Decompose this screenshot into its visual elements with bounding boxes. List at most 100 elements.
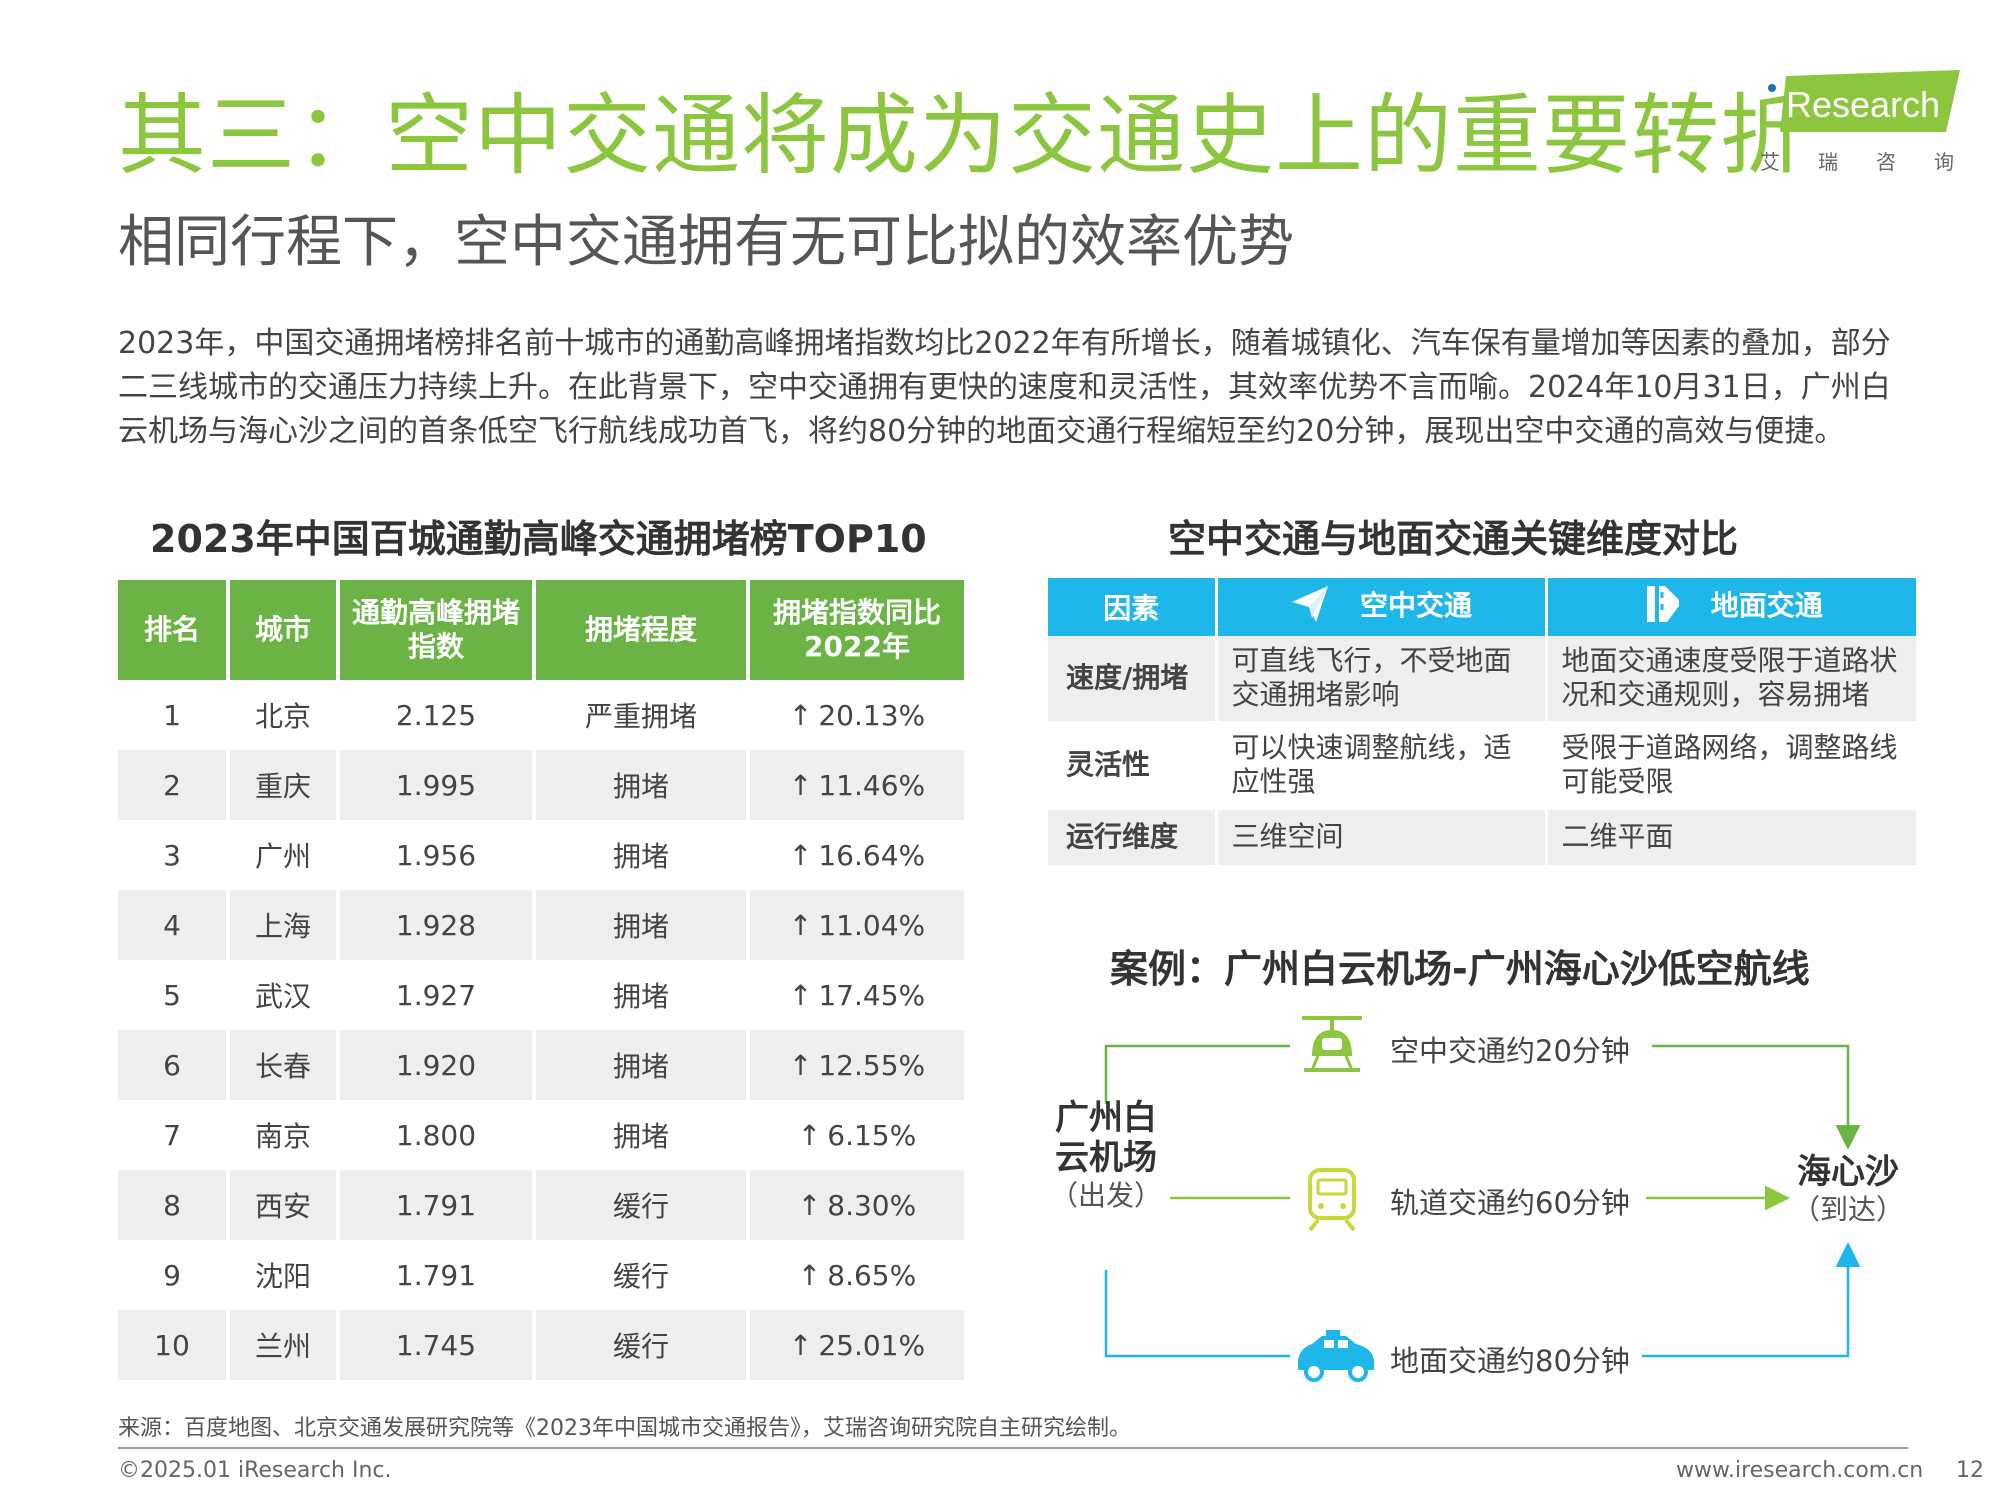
index-cell: 1.928 — [338, 890, 536, 960]
yoy-value: 16.64% — [818, 838, 926, 872]
yoy-value: 20.13% — [818, 698, 926, 732]
origin-node: 广州白 云机场 （出发） — [1040, 1098, 1172, 1214]
comparison-air-cell: 可直线飞行，不受地面交通拥堵影响 — [1216, 636, 1548, 724]
comparison-row: 速度/拥堵 可直线飞行，不受地面交通拥堵影响 地面交通速度受限于道路状况和交通规… — [1048, 636, 1916, 724]
road-route-label: 地面交通约80分钟 — [1390, 1344, 1630, 1378]
yoy-value: 11.04% — [818, 908, 926, 942]
road-route-line-left — [1104, 1270, 1290, 1358]
level-cell: 缓行 — [534, 1310, 750, 1380]
ranking-header-row: 排名 城市 通勤高峰拥堵指数 拥堵程度 拥堵指数同比2022年 — [118, 580, 964, 680]
yoy-value: 17.45% — [818, 978, 926, 1012]
yoy-cell: ↑ 12.55% — [748, 1030, 964, 1100]
air-taxi-icon — [1302, 1016, 1362, 1072]
air-route-label: 空中交通约20分钟 — [1390, 1034, 1630, 1068]
up-arrow-icon: ↑ — [797, 1118, 822, 1152]
up-arrow-icon: ↑ — [788, 978, 813, 1012]
rank-cell: 1 — [118, 680, 230, 750]
page-title: 其三：空中交通将成为交通史上的重要转折 — [118, 84, 1810, 187]
iresearch-logo: Research 艾瑞咨询 — [1760, 70, 1965, 180]
copyright: ©2025.01 iResearch Inc. — [118, 1458, 392, 1483]
comparison-header-factor: 因素 — [1048, 578, 1218, 636]
table-row: 8 西安 1.791 缓行 ↑ 8.30% — [118, 1170, 964, 1240]
rank-cell: 4 — [118, 890, 230, 960]
yoy-cell: ↑ 11.04% — [748, 890, 964, 960]
table-row: 1 北京 2.125 严重拥堵 ↑ 20.13% — [118, 680, 964, 750]
up-arrow-icon: ↑ — [797, 1188, 822, 1222]
air-route-line-right — [1652, 1044, 1861, 1150]
comparison-row: 运行维度 三维空间 二维平面 — [1048, 808, 1916, 868]
city-cell: 兰州 — [228, 1310, 340, 1380]
rank-cell: 3 — [118, 820, 230, 890]
rank-cell: 8 — [118, 1170, 230, 1240]
road-icon — [1646, 585, 1679, 622]
up-arrow-icon: ↑ — [788, 698, 813, 732]
route-lines — [1104, 1016, 1861, 1382]
ranking-table-body: 1 北京 2.125 严重拥堵 ↑ 20.13% 2 重庆 1.995 拥堵 ↑ 11.46% 3 广州 1… — [118, 680, 964, 1380]
city-cell: 广州 — [228, 820, 340, 890]
logo-chinese-name: 艾瑞咨询 — [1760, 150, 1992, 174]
up-arrow-icon: ↑ — [788, 1328, 813, 1362]
comparison-ground-cell: 地面交通速度受限于道路状况和交通规则，容易拥堵 — [1546, 636, 1916, 724]
level-cell: 严重拥堵 — [534, 680, 750, 750]
table-row: 7 南京 1.800 拥堵 ↑ 6.15% — [118, 1100, 964, 1170]
comparison-air-cell: 可以快速调整航线，适应性强 — [1216, 722, 1548, 810]
page-subtitle: 相同行程下，空中交通拥有无可比拟的效率优势 — [118, 210, 1294, 275]
index-cell: 2.125 — [338, 680, 536, 750]
case-title: 案例：广州白云机场-广州海心沙低空航线 — [1110, 947, 1810, 991]
air-route-line-left — [1104, 1044, 1290, 1104]
up-arrow-icon: ↑ — [788, 838, 813, 872]
level-cell: 拥堵 — [534, 750, 750, 820]
comparison-table: 因素 空中交通 地面 — [1048, 578, 1916, 868]
yoy-cell: ↑ 25.01% — [748, 1310, 964, 1380]
intro-paragraph: 2023年，中国交通拥堵榜排名前十城市的通勤高峰拥堵指数均比2022年有所增长，… — [118, 326, 1891, 449]
yoy-value: 6.15% — [827, 1118, 917, 1152]
index-cell: 1.927 — [338, 960, 536, 1030]
city-cell: 南京 — [228, 1100, 340, 1170]
city-cell: 长春 — [228, 1030, 340, 1100]
source-note: 来源：百度地图、北京交通发展研究院等《2023年中国城市交通报告》，艾瑞咨询研究… — [118, 1416, 1131, 1441]
road-route-line-right — [1642, 1242, 1861, 1358]
comparison-header-ground-label: 地面交通 — [1710, 588, 1823, 622]
ranking-header-city: 城市 — [228, 580, 340, 680]
comparison-ground-cell: 受限于道路网络，调整路线可能受限 — [1546, 722, 1916, 810]
comparison-row: 灵活性 可以快速调整航线，适应性强 受限于道路网络，调整路线可能受限 — [1048, 722, 1916, 810]
case-route-diagram: 广州白 云机场 （出发） 海心沙 （到达） 空中交通约20分钟 轨道交通约60分… — [1040, 990, 1920, 1390]
footer-divider — [118, 1447, 1908, 1449]
website-link[interactable]: www.iresearch.com.cn — [1676, 1458, 1924, 1483]
page-number: 12 — [1956, 1458, 1984, 1483]
comparison-air-cell: 三维空间 — [1216, 808, 1548, 868]
up-arrow-icon: ↑ — [788, 1048, 813, 1082]
table-row: 5 武汉 1.927 拥堵 ↑ 17.45% — [118, 960, 964, 1030]
yoy-value: 25.01% — [818, 1328, 926, 1362]
yoy-cell: ↑ 8.30% — [748, 1170, 964, 1240]
up-arrow-icon: ↑ — [788, 908, 813, 942]
index-cell: 1.995 — [338, 750, 536, 820]
index-cell: 1.800 — [338, 1100, 536, 1170]
rank-cell: 5 — [118, 960, 230, 1030]
comparison-header-factor-label: 因素 — [1103, 592, 1160, 625]
table-row: 9 沈阳 1.791 缓行 ↑ 8.65% — [118, 1240, 964, 1310]
car-icon — [1298, 1330, 1374, 1382]
table-row: 10 兰州 1.745 缓行 ↑ 25.01% — [118, 1310, 964, 1380]
rail-route-label: 轨道交通约60分钟 — [1390, 1186, 1630, 1220]
destination-name: 海心沙 — [1797, 1152, 1899, 1192]
level-cell: 拥堵 — [534, 890, 750, 960]
yoy-cell: ↑ 20.13% — [748, 680, 964, 750]
ranking-header-yoy: 拥堵指数同比2022年 — [748, 580, 964, 680]
comparison-table-title: 空中交通与地面交通关键维度对比 — [1168, 517, 1739, 561]
rank-cell: 6 — [118, 1030, 230, 1100]
origin-sub: （出发） — [1049, 1179, 1162, 1212]
comparison-header-row: 因素 空中交通 地面 — [1048, 578, 1916, 636]
yoy-cell: ↑ 11.46% — [748, 750, 964, 820]
city-cell: 沈阳 — [228, 1240, 340, 1310]
yoy-cell: ↑ 6.15% — [748, 1100, 964, 1170]
logo-wordmark: Research — [1786, 84, 1941, 125]
level-cell: 拥堵 — [534, 1100, 750, 1170]
index-cell: 1.920 — [338, 1030, 536, 1100]
comparison-factor: 速度/拥堵 — [1048, 636, 1218, 724]
rank-cell: 9 — [118, 1240, 230, 1310]
ranking-table-title: 2023年中国百城通勤高峰交通拥堵榜TOP10 — [150, 517, 927, 561]
city-cell: 上海 — [228, 890, 340, 960]
index-cell: 1.791 — [338, 1240, 536, 1310]
yoy-value: 11.46% — [818, 768, 926, 802]
